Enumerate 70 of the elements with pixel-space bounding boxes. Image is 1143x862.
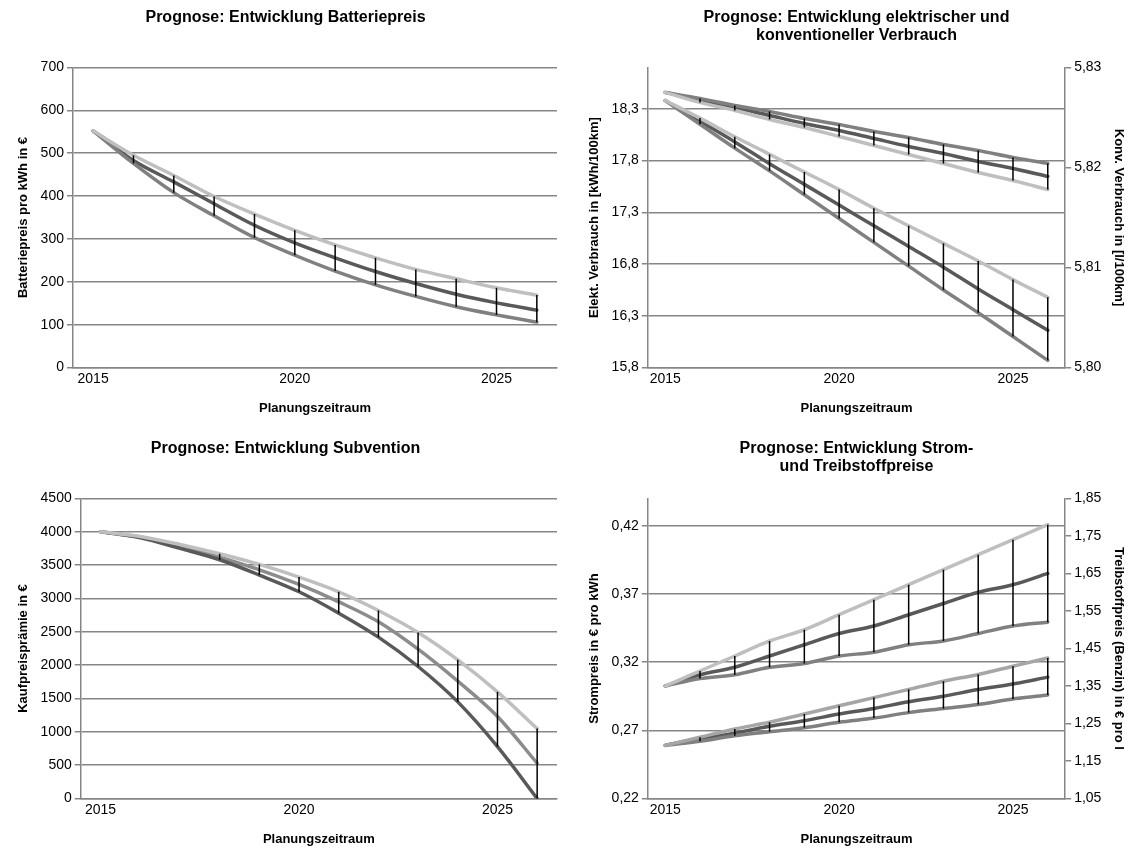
y2-tick-label: 1,35 <box>1074 676 1102 693</box>
y-tick-label: 17,8 <box>611 151 640 168</box>
y2-tick-label: 1,65 <box>1074 564 1102 581</box>
y-tick-label: 0 <box>56 358 65 375</box>
y-axis-title: Kaufpreisprämie in € <box>15 584 31 713</box>
y-tick-label: 100 <box>40 315 65 332</box>
x-tick-label: 2025 <box>997 369 1029 386</box>
y2-tick-label: 1,05 <box>1074 789 1102 806</box>
y2-tick-label: 1,85 <box>1074 489 1102 506</box>
x-tick-label: 2015 <box>85 800 117 817</box>
y-tick-label: 200 <box>40 272 65 289</box>
y2-tick-label: 5,82 <box>1074 158 1102 175</box>
line-series <box>663 656 1050 748</box>
y2-tick-label: 1,25 <box>1074 714 1102 731</box>
y-tick-label: 1000 <box>40 722 72 739</box>
y-tick-label: 3500 <box>40 555 72 572</box>
y-tick-label: 2500 <box>40 622 72 639</box>
y-tick-label: 16,3 <box>611 306 640 323</box>
x-tick-label: 2015 <box>649 800 682 817</box>
y-axis-title: Elekt. Verbrauch in [kWh/100km] <box>586 117 602 318</box>
y-tick-label: 500 <box>40 144 65 161</box>
x-axis-title: Planungszeitraum <box>262 830 375 846</box>
x-tick-label: 2015 <box>77 369 109 386</box>
x-axis-title: Planungszeitraum <box>800 399 913 415</box>
y-tick-label: 0,22 <box>611 789 640 806</box>
y2-tick-label: 5,83 <box>1074 58 1102 75</box>
y-tick-label: 16,8 <box>611 254 640 271</box>
y-tick-label: 4500 <box>40 489 72 506</box>
y-tick-label: 17,3 <box>611 203 640 220</box>
y-tick-label: 0,27 <box>611 721 640 738</box>
y-tick-label: 3000 <box>40 589 72 606</box>
y-tick-label: 300 <box>40 229 65 246</box>
y2-tick-label: 1,15 <box>1074 751 1102 768</box>
x-tick-label: 2025 <box>997 800 1029 817</box>
y-tick-label: 15,8 <box>611 358 640 375</box>
y2-tick-label: 5,80 <box>1074 358 1102 375</box>
y-tick-label: 700 <box>40 58 65 75</box>
y-tick-label: 400 <box>40 186 65 203</box>
y2-tick-label: 1,45 <box>1074 639 1102 656</box>
x-axis-title: Planungszeitraum <box>258 399 371 415</box>
chart-title: Prognose: Entwicklung elektrischer und konventioneller Verbrauch <box>702 8 1011 44</box>
chart-title: Prognose: Entwicklung Batteriepreis <box>144 8 427 26</box>
x-tick-label: 2020 <box>283 800 315 817</box>
y-tick-label: 500 <box>48 756 72 773</box>
x-tick-label: 2015 <box>649 369 682 386</box>
y-axis-title: Strompreis in € pro kWh <box>586 573 602 724</box>
y2-tick-label: 5,81 <box>1074 258 1102 275</box>
y-tick-label: 2000 <box>40 656 72 673</box>
line-series <box>663 522 1050 688</box>
y-tick-label: 600 <box>40 101 65 118</box>
x-tick-label: 2025 <box>481 800 514 817</box>
chart-title: Prognose: Entwicklung Subvention <box>149 439 422 457</box>
x-tick-label: 2025 <box>480 369 513 386</box>
x-tick-label: 2020 <box>279 369 311 386</box>
y-tick-label: 18,3 <box>611 99 640 116</box>
chart-title: Prognose: Entwicklung Strom- und Treibstoffpreise <box>738 439 975 475</box>
y-tick-label: 0,32 <box>611 653 640 669</box>
y2-tick-label: 1,55 <box>1074 601 1102 618</box>
y-tick-label: 0 <box>63 789 72 806</box>
y-tick-label: 0,37 <box>611 584 640 601</box>
y-axis-title: Batteriepreis pro kWh in € <box>15 136 31 299</box>
x-axis-title: Planungszeitraum <box>800 830 913 846</box>
x-tick-label: 2020 <box>823 369 855 386</box>
y-tick-label: 1500 <box>40 689 72 706</box>
y2-axis-title: Konv. Verbrauch in [l/100km] <box>1111 128 1127 307</box>
y2-axis-title: Treibstoffpreis (Benzin) in € pro l <box>1111 547 1127 750</box>
x-tick-label: 2020 <box>823 800 855 817</box>
y-tick-label: 4000 <box>40 522 72 539</box>
y-tick-label: 0,42 <box>611 516 640 533</box>
y2-tick-label: 1,75 <box>1074 526 1102 543</box>
